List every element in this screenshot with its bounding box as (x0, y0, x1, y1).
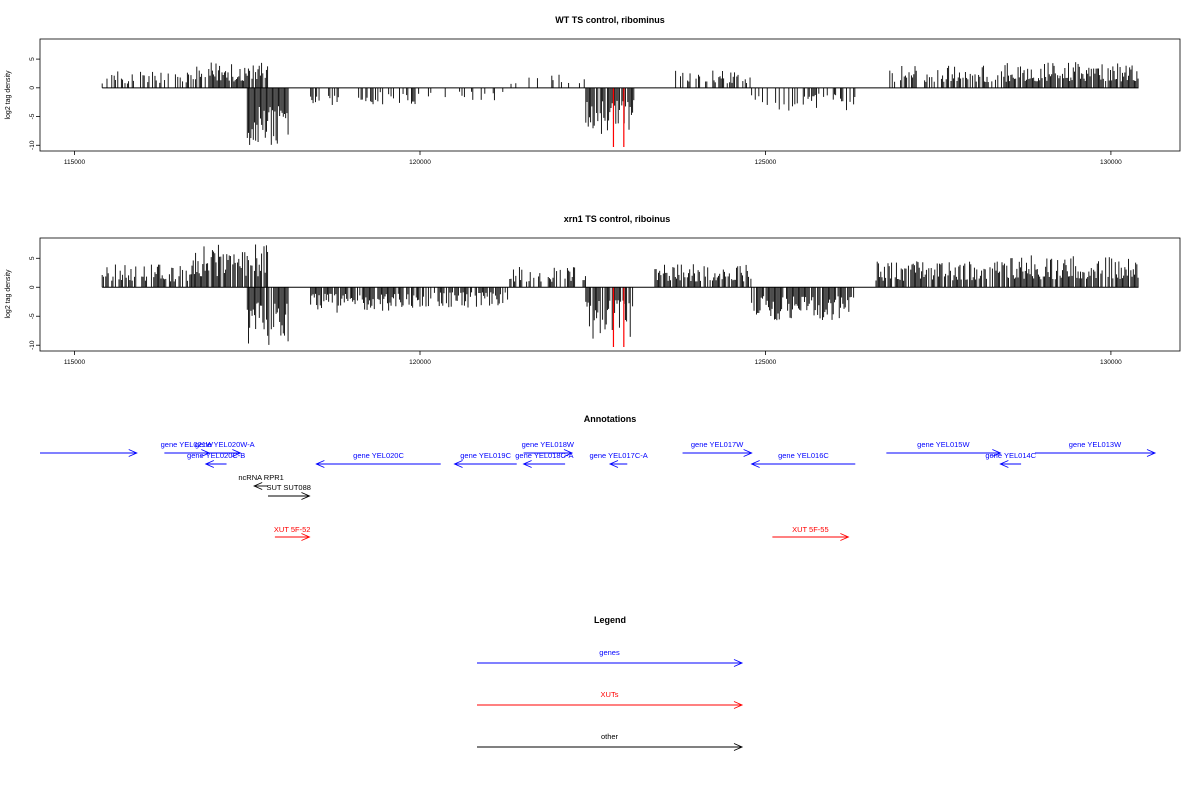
xrn1-x-tick-label: 115000 (64, 359, 86, 366)
annotation-label: gene YEL020W-A (195, 440, 255, 449)
xrn1-y-tick-label: -10 (29, 340, 36, 350)
xrn1-x-tick-label: 120000 (409, 359, 431, 366)
wt-x-tick-label: 115000 (64, 159, 86, 166)
xrn1-chart-title: xrn1 TS control, riboinus (564, 214, 671, 224)
figure: WT TS control, ribominus log2 tag densit… (0, 0, 1200, 800)
annotation-label: gene YEL014C (985, 451, 1036, 460)
legend-item-xuts: XUTs (477, 690, 742, 709)
annotation-label: gene YEL019C (460, 451, 511, 460)
annotations-title: Annotations (584, 414, 637, 424)
wt-chart-title: WT TS control, ribominus (555, 15, 665, 25)
annotation-label: gene YEL020C (353, 451, 404, 460)
annotation-feature: SUT SUT088 (266, 483, 310, 500)
annotation-feature: XUT 5F-55 (772, 525, 848, 541)
xrn1-signal-bars (102, 245, 1138, 345)
xrn1-x-tick-label: 125000 (755, 359, 777, 366)
annotation-label: gene YEL020C-B (187, 451, 245, 460)
wt-y-tick-label: -5 (29, 113, 36, 119)
annotation-label: XUT 5F-52 (274, 525, 311, 534)
annotation-feature: gene YEL015W (886, 440, 1000, 457)
annotation-feature: gene YEL013W (1035, 440, 1155, 457)
xrn1-y-ticks: 5 0 -5 -10 (29, 256, 40, 350)
annotation-feature (40, 450, 137, 457)
xrn1-y-tick-label: 0 (29, 285, 36, 289)
wt-y-tick-label: -10 (29, 140, 36, 150)
annotation-feature: gene YEL020C (316, 451, 440, 468)
annotation-feature: gene YEL017W (683, 440, 752, 457)
annotation-feature: gene YEL018C-A (515, 451, 573, 468)
wt-y-axis-label: log2 tag density (5, 70, 12, 120)
xrn1-y-tick-label: -5 (29, 313, 36, 319)
wt-y-tick-label: 0 (29, 86, 36, 90)
annotation-label: SUT SUT088 (266, 483, 310, 492)
wt-chart: WT TS control, ribominus log2 tag densit… (5, 15, 1180, 166)
annotation-feature: gene YEL016C (752, 451, 856, 468)
annotation-label: gene YEL013W (1069, 440, 1122, 449)
wt-x-ticks: 115000 120000 125000 130000 (64, 151, 1122, 166)
legend-label: other (601, 732, 619, 741)
xrn1-chart: xrn1 TS control, riboinus log2 tag densi… (5, 214, 1180, 366)
annotation-feature: gene YEL019C (455, 451, 517, 468)
legend-title: Legend (594, 615, 626, 625)
wt-signal-bars (102, 62, 1138, 145)
wt-x-tick-label: 125000 (755, 159, 777, 166)
legend: Legend genes XUTs other (477, 615, 742, 751)
wt-x-tick-label: 130000 (1100, 159, 1122, 166)
annotation-label: gene YEL018C-A (515, 451, 573, 460)
legend-label: genes (599, 648, 620, 657)
annotation-label: gene YEL016C (778, 451, 829, 460)
xrn1-y-tick-label: 5 (29, 256, 36, 260)
wt-y-ticks: 5 0 -5 -10 (29, 57, 40, 150)
legend-item-other: other (477, 732, 742, 751)
annotation-feature: gene YEL014C (985, 451, 1036, 468)
wt-x-tick-label: 120000 (409, 159, 431, 166)
legend-items: genes XUTs other (477, 648, 742, 751)
annotation-feature: gene YEL020C-B (187, 451, 245, 468)
wt-y-tick-label: 5 (29, 57, 36, 61)
xrn1-x-tick-label: 130000 (1100, 359, 1122, 366)
annotation-label: gene YEL017C-A (590, 451, 648, 460)
annotation-label: XUT 5F-55 (792, 525, 829, 534)
legend-label: XUTs (601, 690, 619, 699)
annotation-label: ncRNA RPR1 (238, 473, 283, 482)
annotation-feature: XUT 5F-52 (274, 525, 311, 541)
xrn1-x-ticks: 115000 120000 125000 130000 (64, 351, 1122, 366)
annotation-label: gene YEL017W (691, 440, 744, 449)
annotation-label: gene YEL015W (917, 440, 970, 449)
annotation-label: gene YEL018W (522, 440, 575, 449)
annotation-feature: gene YEL017C-A (590, 451, 648, 468)
xrn1-y-axis-label: log2 tag density (5, 269, 12, 319)
legend-item-genes: genes (477, 648, 742, 667)
